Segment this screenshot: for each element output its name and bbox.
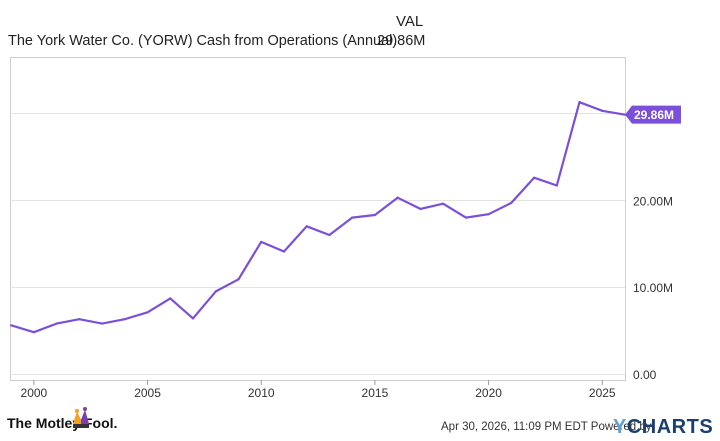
last-value-badge-label: 29.86M [634,108,674,122]
data-point [464,216,467,219]
value-column-header: VAL [396,13,424,30]
x-tick-label: 2015 [362,386,389,400]
data-point [214,290,217,293]
data-point [328,233,331,237]
data-point [100,322,104,325]
data-point [260,240,263,244]
data-point [32,331,35,334]
y-axis-ticks: 0.00 10.00M 20.00M [633,194,673,382]
jester-hat-icon [73,407,89,428]
series-line-group [10,101,627,334]
footer-timestamp: Apr 30, 2026, 11:09 PM EDT Powered by [441,421,652,433]
ycharts-logo-rest: CHARTS [626,416,714,438]
plot-border [10,57,626,381]
series-current-value: 29.86M [377,33,426,49]
y-tick-label: 10.00M [633,281,673,295]
data-point [351,216,354,219]
data-point [123,318,126,321]
data-point [510,201,513,204]
data-point [78,318,81,321]
data-point [373,213,377,217]
data-point [237,278,240,281]
data-point [396,196,399,199]
series-title: The York Water Co. (YORW) Cash from Oper… [8,33,398,49]
ycharts-logo-y: Y [613,416,627,438]
data-point [169,297,172,300]
ycharts-logo: YCHARTS [613,416,713,439]
x-tick-label: 2025 [589,386,616,400]
x-tick-label: 2010 [248,386,275,400]
series-line [10,101,626,334]
data-point [10,324,13,327]
data-point [146,311,149,314]
data-point [419,207,422,211]
x-tick-label: 2005 [134,386,161,400]
data-point [555,184,558,187]
y-tick-label: 0.00 [633,368,657,382]
data-point [191,317,195,320]
x-tick-label: 2020 [475,386,502,400]
x-tick-label: 2000 [21,386,48,400]
y-tick-label: 20.00M [633,194,673,208]
data-point [55,322,58,325]
last-value-badge: 29.86M [625,105,681,124]
data-point [442,202,445,205]
grid-lines [10,113,625,375]
x-axis-ticks: 2000 2005 2010 2015 2020 2025 [21,380,616,400]
data-point [601,109,604,112]
data-point [282,250,286,253]
last-value-badge-bg [625,105,681,124]
motley-fool-logo-text: The Motley Fool. [7,415,118,431]
data-point [578,101,581,104]
data-point [487,213,490,216]
data-point [305,225,308,228]
data-point [532,176,536,179]
